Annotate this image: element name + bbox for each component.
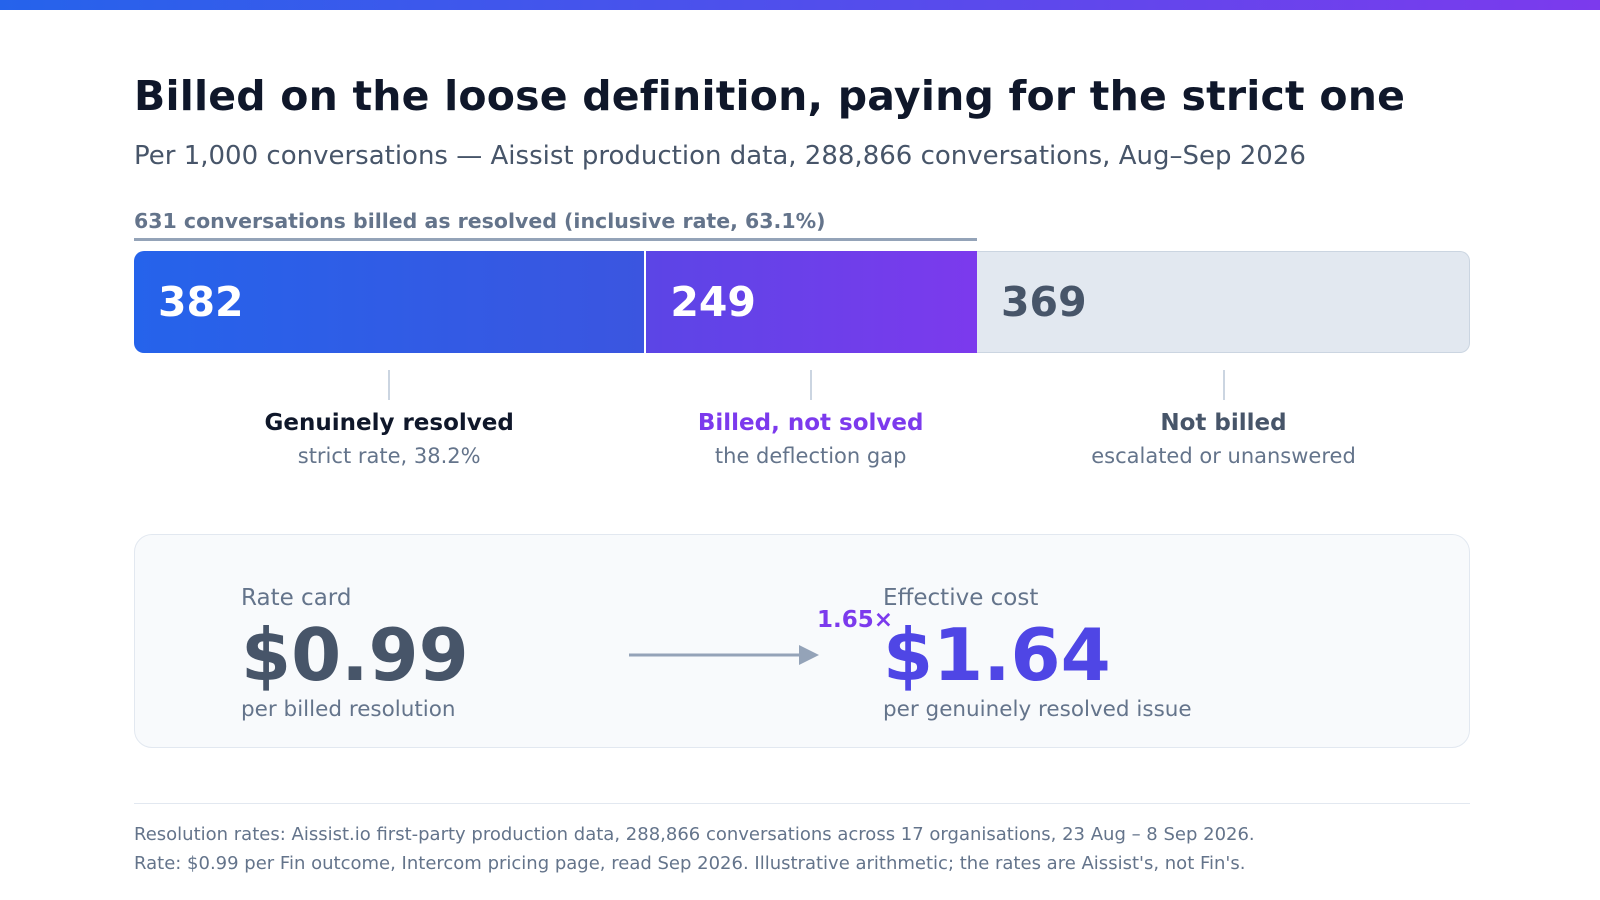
effective-cost-caption: per genuinely resolved issue xyxy=(883,697,1192,722)
page-subtitle: Per 1,000 conversations — Aissist produc… xyxy=(134,141,1306,171)
bar-billed-not-solved: 249 xyxy=(644,251,977,353)
segment-description: escalated or unanswered xyxy=(1091,444,1356,468)
page-title: Billed on the loose definition, paying f… xyxy=(134,72,1406,120)
rate-card-block: Rate card $0.99 per billed resolution xyxy=(241,585,469,722)
footnote-sources: Resolution rates: Aissist.io first-party… xyxy=(134,824,1255,845)
billed-bracket-label: 631 conversations billed as resolved (in… xyxy=(134,209,826,233)
segment-tick xyxy=(809,370,812,400)
footer-divider xyxy=(134,803,1470,804)
segment-description: the deflection gap xyxy=(714,444,907,468)
rate-card-caption: per billed resolution xyxy=(241,697,456,722)
segment-description: strict rate, 38.2% xyxy=(297,444,481,468)
effective-cost-value: $1.64 xyxy=(883,613,1111,697)
cost-comparison-card: Rate card $0.99 per billed resolution 1.… xyxy=(134,534,1470,748)
billed-bracket-line xyxy=(134,238,978,241)
segment-tick xyxy=(1222,370,1225,400)
segment-name: Billed, not solved xyxy=(697,410,924,436)
segment-label-not-billed: Not billed escalated or unanswered xyxy=(1024,410,1424,468)
rate-card-value: $0.99 xyxy=(241,613,469,697)
footnote-rate: Rate: $0.99 per Fin outcome, Intercom pr… xyxy=(134,853,1246,874)
bar-genuinely-resolved: 382 xyxy=(134,251,645,353)
cost-multiplier: 1.65× xyxy=(816,607,894,633)
bar-value-label: 369 xyxy=(1001,278,1087,326)
segment-tick xyxy=(388,370,391,400)
top-accent-stripe xyxy=(0,0,1600,10)
rate-card-kicker: Rate card xyxy=(241,585,352,611)
segment-label-genuinely-resolved: Genuinely resolved strict rate, 38.2% xyxy=(189,410,589,468)
bar-not-billed: 369 xyxy=(977,251,1470,353)
bar-value-label: 249 xyxy=(670,278,756,326)
segment-name: Not billed xyxy=(1160,410,1287,436)
segment-label-billed-not-solved: Billed, not solved the deflection gap xyxy=(611,410,1011,468)
arrow-right-icon xyxy=(629,645,819,665)
effective-cost-kicker: Effective cost xyxy=(883,585,1039,611)
bar-value-label: 382 xyxy=(158,278,244,326)
segment-name: Genuinely resolved xyxy=(264,410,514,436)
effective-cost-block: Effective cost $1.64 per genuinely resol… xyxy=(883,585,1192,722)
